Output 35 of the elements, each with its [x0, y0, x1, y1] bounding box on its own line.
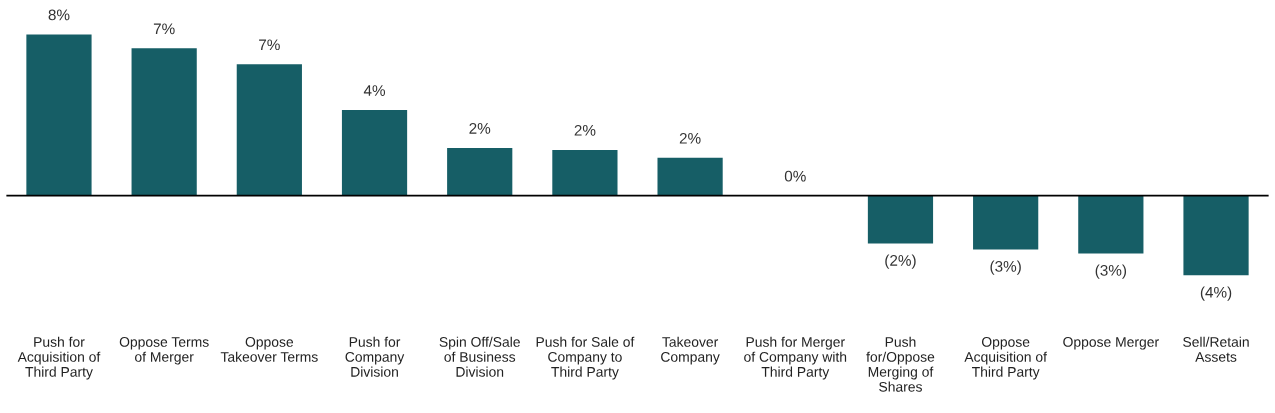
bar [26, 34, 92, 196]
bar [1078, 195, 1144, 254]
bar [341, 110, 408, 196]
x-tick-label: Push for Merger of Company with Third Party [744, 336, 847, 380]
x-tick-label: Spin Off/Sale of Business Division [439, 336, 520, 377]
x-tick-label: Oppose Acquisition of Third Party [964, 337, 1047, 380]
x-tick-label: Oppose Merger [1063, 337, 1159, 350]
data-label: 4% [363, 85, 386, 96]
x-tick-label: Push for/Oppose Merging of Shares [866, 336, 935, 392]
bar [657, 157, 723, 196]
data-label: (3%) [1095, 264, 1127, 279]
data-label: (4%) [1200, 286, 1232, 301]
data-label: (3%) [990, 260, 1021, 275]
x-tick-label: Push for Company Division [345, 336, 405, 377]
bar [867, 195, 934, 244]
x-tick-label: Oppose Takeover Terms [220, 337, 318, 362]
data-label: (2%) [885, 254, 916, 269]
bar [1183, 195, 1249, 276]
data-label: 2% [679, 132, 701, 144]
data-label: 7% [259, 39, 280, 51]
x-tick-label: Takeover Company [661, 336, 720, 365]
x-tick-label: Push for Acquisition of Third Party [17, 336, 101, 380]
data-label: 0% [784, 170, 806, 182]
x-tick-label: Push for Sale of Company to Third Party [536, 336, 635, 380]
data-label: 2% [574, 124, 596, 136]
bar [552, 149, 618, 196]
x-tick-label: Sell/Retain Assets [1183, 336, 1249, 362]
data-label: 2% [469, 122, 491, 134]
x-tick-label: Oppose Terms of Merger [119, 337, 209, 365]
bar [447, 147, 513, 196]
bar [973, 195, 1039, 250]
data-label: 8% [48, 9, 70, 21]
bar [131, 48, 197, 196]
bar [236, 64, 302, 196]
data-label: 7% [153, 23, 175, 35]
